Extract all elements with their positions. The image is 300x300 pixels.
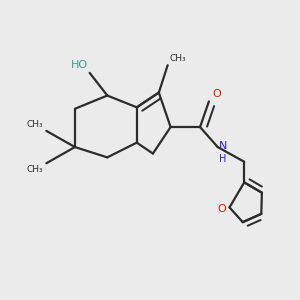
Text: CH₃: CH₃ xyxy=(27,120,44,129)
Text: O: O xyxy=(217,204,226,214)
Text: O: O xyxy=(212,89,221,99)
Text: HO: HO xyxy=(71,60,88,70)
Text: CH₃: CH₃ xyxy=(169,54,186,63)
Text: H: H xyxy=(219,154,226,164)
Text: N: N xyxy=(219,141,228,151)
Text: CH₃: CH₃ xyxy=(27,165,44,174)
